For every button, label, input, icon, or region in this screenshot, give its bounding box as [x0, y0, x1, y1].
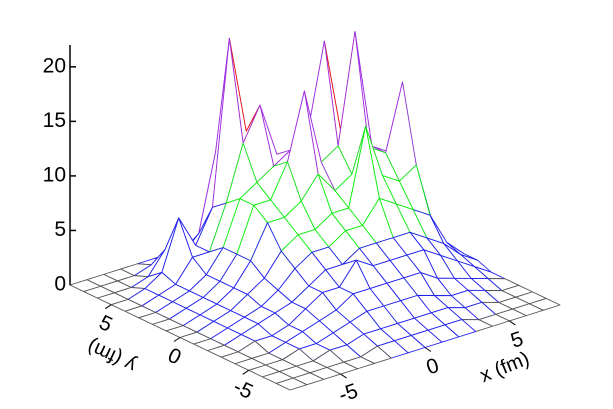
surface-cell — [275, 377, 308, 391]
y-tick — [104, 304, 112, 310]
y-tick-label: -5 — [230, 375, 257, 404]
y-tick-label: 5 — [95, 311, 115, 337]
z-tick-label: 20 — [43, 54, 66, 77]
z-tick-label: 10 — [43, 163, 66, 186]
z-tick-label: 15 — [43, 109, 66, 132]
x-tick — [509, 320, 516, 326]
x-tick-label: -5 — [336, 379, 361, 407]
y-tick-label: 0 — [164, 344, 184, 370]
x-tick — [424, 347, 432, 352]
x-tick-label: 0 — [424, 354, 442, 379]
z-tick-label: 5 — [54, 218, 66, 241]
y-axis-title: y (fm) — [84, 335, 140, 377]
y-tick — [242, 369, 250, 375]
x-axis-title: x (fm) — [477, 348, 533, 388]
x-tick — [340, 373, 347, 379]
y-tick — [173, 337, 181, 342]
z-tick-label: 0 — [54, 273, 66, 296]
